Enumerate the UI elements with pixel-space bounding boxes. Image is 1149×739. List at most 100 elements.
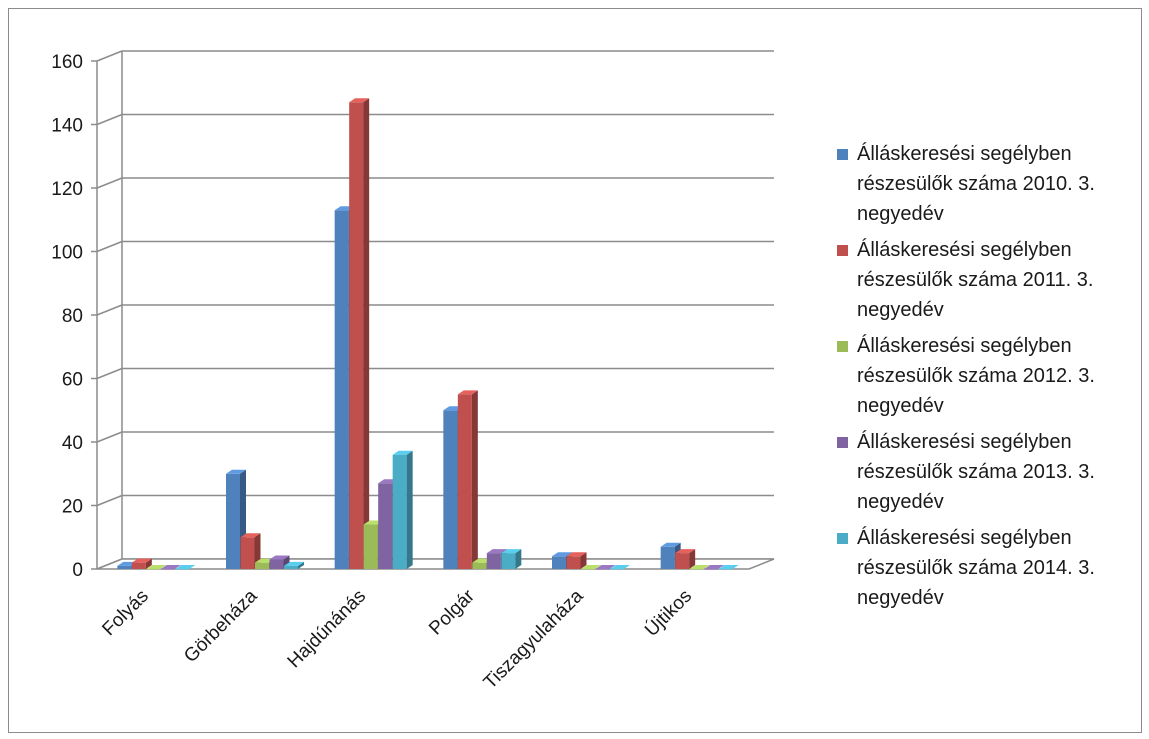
bar-top: [689, 565, 710, 569]
bar: [660, 546, 675, 569]
bar: [334, 210, 349, 569]
bar-top: [457, 390, 478, 395]
legend-item: Álláskeresési segélyben részesülők száma …: [837, 523, 1147, 613]
legend-label: Álláskeresési segélyben részesülők száma …: [857, 139, 1147, 229]
x-category-label: Görbeháza: [180, 585, 262, 667]
bar-side: [363, 98, 370, 570]
bar-top: [131, 558, 152, 563]
bar-top: [146, 565, 167, 569]
legend-label-line: részesülők száma 2010. 3.: [857, 173, 1095, 195]
bar-top: [552, 552, 572, 557]
legend-item: Álláskeresési segélyben részesülők száma …: [837, 235, 1147, 325]
legend-item: Álláskeresési segélyben részesülők száma …: [837, 427, 1147, 517]
y-tick-label: 120: [51, 179, 83, 200]
legend-swatch: [837, 149, 848, 160]
legend-label-line: részesülők száma 2014. 3.: [857, 557, 1095, 579]
bar-side: [406, 450, 413, 569]
legend-label-line: negyedév: [857, 491, 944, 513]
bar: [581, 569, 595, 570]
bar: [378, 483, 393, 569]
y-tick-label: 0: [72, 560, 83, 581]
legend-label-line: negyedév: [857, 587, 944, 609]
bar: [284, 565, 298, 569]
legend-label-line: Álláskeresési segélyben: [857, 431, 1072, 453]
y-tick-label: 80: [62, 306, 83, 327]
bar: [240, 537, 255, 569]
legend-label-line: negyedév: [857, 395, 944, 417]
bar-top: [581, 565, 601, 569]
grid-connector: [96, 431, 123, 443]
legend-label-line: részesülők száma 2012. 3.: [857, 365, 1095, 387]
grid-connector: [96, 50, 123, 62]
bar-top: [566, 552, 587, 557]
bar-top: [718, 565, 739, 569]
bar: [349, 102, 364, 570]
legend-label-line: részesülők száma 2013. 3.: [857, 461, 1095, 483]
bar: [675, 553, 690, 569]
x-category-label: Hajdúnánás: [284, 586, 371, 673]
bar-top: [175, 565, 196, 569]
y-tick-label: 100: [51, 243, 83, 264]
legend-item: Álláskeresési segélyben részesülők száma …: [837, 331, 1147, 421]
bar: [131, 562, 146, 569]
bar: [486, 553, 501, 569]
legend-label-line: negyedév: [857, 203, 944, 225]
bar: [146, 569, 161, 570]
legend-label-line: Álláskeresési segélyben: [857, 239, 1072, 261]
bar: [255, 562, 269, 569]
legend-label-line: Álláskeresési segélyben: [857, 527, 1072, 549]
y-tick-label: 60: [62, 370, 83, 391]
bar-side: [689, 549, 696, 569]
legend-label: Álláskeresési segélyben részesülők száma …: [857, 331, 1147, 421]
bar-top: [160, 565, 181, 569]
legend-label-line: Álláskeresési segélyben: [857, 143, 1072, 165]
x-category-label: Tiszagyulaháza: [480, 585, 588, 693]
bar: [363, 524, 378, 569]
bar-top: [240, 533, 261, 538]
bar: [472, 562, 487, 569]
bar: [566, 556, 581, 569]
bar: [269, 559, 284, 569]
bar: [689, 569, 704, 570]
bar-top: [660, 542, 681, 547]
grid-connector: [96, 494, 123, 507]
x-category-label: Polgár: [425, 585, 479, 639]
grid-connector: [96, 367, 123, 380]
bar: [117, 565, 132, 569]
bar: [392, 454, 407, 569]
bar: [718, 569, 733, 570]
y-tick-label: 20: [62, 497, 83, 518]
bar: [704, 569, 719, 570]
legend-label: Álláskeresési segélyben részesülők száma …: [857, 235, 1147, 325]
legend-label: Álláskeresési segélyben részesülők száma …: [857, 427, 1147, 517]
y-tick-label: 160: [51, 52, 83, 73]
legend-swatch: [837, 437, 848, 448]
bar-top: [610, 565, 630, 569]
bar-top: [349, 98, 370, 103]
bar-top: [226, 469, 246, 474]
y-tick-label: 40: [62, 433, 83, 454]
chart-frame: 0 20 40 60 80 100 120 140 160 Folyás Görbeháza Hajd…: [8, 8, 1142, 733]
bar-top: [675, 549, 696, 554]
bar-top: [269, 555, 290, 560]
grid-connector: [96, 113, 123, 126]
bar: [501, 553, 516, 569]
grid-connector: [96, 177, 123, 189]
bar-top: [595, 565, 616, 569]
bar-side: [471, 390, 478, 569]
bar-top: [284, 561, 304, 566]
bar-side: [298, 561, 304, 569]
bar-side: [145, 558, 152, 569]
bar-side: [515, 549, 522, 569]
legend-swatch: [837, 245, 848, 256]
bar-top: [704, 565, 725, 569]
bar-side: [580, 552, 587, 569]
legend-label-line: negyedév: [857, 299, 944, 321]
x-category-label: Folyás: [98, 586, 152, 640]
bar-top: [501, 549, 522, 554]
legend-label-line: Álláskeresési segélyben: [857, 335, 1072, 357]
legend-label-line: részesülők száma 2011. 3.: [857, 269, 1094, 291]
legend-item: Álláskeresési segélyben részesülők száma …: [837, 139, 1147, 229]
grid-connector: [96, 240, 123, 253]
legend-label: Álláskeresési segélyben részesülők száma …: [857, 523, 1147, 613]
